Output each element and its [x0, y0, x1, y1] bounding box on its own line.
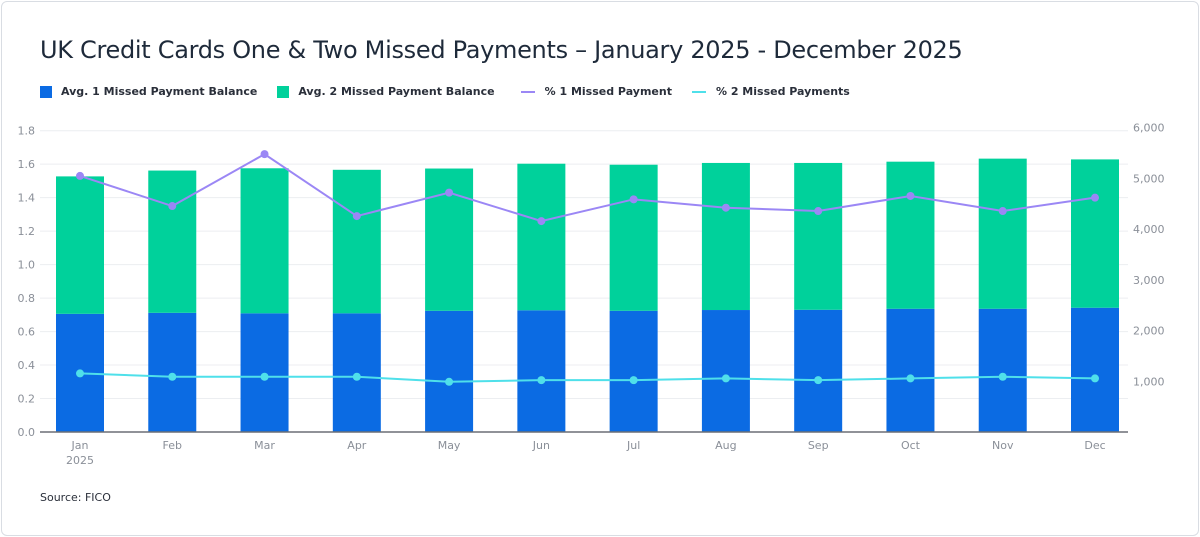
left-axis-tick: 0.4: [18, 359, 36, 372]
point-pct2-may: [445, 377, 454, 386]
line-pct2: [79, 372, 1096, 383]
x-axis-tick: Oct: [901, 439, 921, 452]
point-pct1-oct: [906, 191, 915, 200]
bar-avg1-mar: [240, 313, 289, 432]
legend-line: [520, 90, 535, 93]
point-pct1-jul: [629, 195, 638, 204]
bar-avg1-nov: [978, 308, 1027, 432]
bar-avg2-jun: [517, 163, 566, 311]
left-axis-tick: 1.6: [18, 158, 36, 171]
point-pct1-mar: [260, 150, 269, 159]
point-pct1-jun: [537, 217, 546, 226]
left-axis-tick: 1.8: [18, 125, 36, 138]
right-axis-tick: 6,000: [1133, 122, 1165, 135]
point-pct2-sep: [814, 376, 823, 385]
point-pct1-dec: [1091, 193, 1099, 202]
right-axis-tick: 1,000: [1133, 375, 1165, 388]
point-pct1-aug: [721, 203, 730, 212]
bar-avg1-jun: [517, 310, 566, 432]
point-pct1-nov: [998, 207, 1007, 216]
point-pct2-jun: [537, 376, 546, 385]
legend-swatch: [40, 85, 52, 98]
bar-avg2-mar: [240, 168, 289, 314]
bar-avg2-aug: [701, 162, 750, 311]
legend-item-avg1[interactable]: Avg. 1 Missed Payment Balance: [40, 85, 257, 98]
bar-avg1-apr: [332, 313, 381, 432]
x-axis-tick: Sep: [808, 439, 829, 452]
legend: Avg. 1 Missed Payment Balance Avg. 2 Mis…: [40, 85, 870, 98]
legend-line: [691, 90, 706, 93]
x-axis-tick: Jun: [532, 439, 550, 452]
point-pct1-feb: [168, 202, 177, 211]
x-axis-tick: Jul: [626, 439, 640, 452]
bar-avg2-jan: [56, 176, 104, 314]
x-axis-sublabel: 2025: [66, 454, 94, 467]
point-pct2-jul: [629, 376, 638, 385]
chart-title: UK Credit Cards One & Two Missed Payment…: [40, 36, 963, 64]
x-axis-tick: Dec: [1084, 439, 1105, 452]
bar-avg1-feb: [148, 312, 197, 432]
legend-item-pct1[interactable]: % 1 Missed Payment: [520, 85, 672, 98]
x-axis-tick: Jan: [71, 439, 89, 452]
legend-label: Avg. 2 Missed Payment Balance: [298, 85, 495, 98]
point-pct2-apr: [352, 372, 361, 381]
point-pct2-aug: [721, 374, 730, 383]
x-axis-tick: Feb: [163, 439, 182, 452]
bar-avg2-dec: [1071, 159, 1119, 308]
bar-avg2-nov: [978, 158, 1027, 309]
right-axis-tick: 5,000: [1133, 172, 1165, 185]
legend-label: Avg. 1 Missed Payment Balance: [61, 85, 258, 98]
point-pct2-mar: [260, 372, 269, 381]
bar-avg1-dec: [1071, 307, 1119, 432]
x-axis-tick: May: [438, 439, 461, 452]
line-pct1: [79, 152, 1096, 223]
right-axis-tick: 3,000: [1133, 274, 1165, 287]
left-axis-tick: 1.2: [18, 225, 36, 238]
point-pct1-may: [445, 188, 454, 197]
bar-avg1-sep: [794, 309, 843, 432]
bar-avg1-may: [425, 310, 474, 432]
bar-avg2-apr: [332, 169, 381, 314]
left-axis-tick: 1.0: [18, 259, 36, 272]
legend-swatch: [277, 85, 290, 98]
point-pct2-nov: [998, 372, 1007, 381]
point-pct1-sep: [814, 207, 823, 216]
bar-avg2-sep: [794, 162, 843, 310]
point-pct1-jan: [76, 171, 84, 180]
point-pct2-feb: [168, 372, 177, 381]
bar-avg1-oct: [886, 308, 935, 432]
x-axis-tick: Aug: [715, 439, 736, 452]
bar-avg2-jul: [609, 164, 658, 311]
point-pct2-oct: [906, 374, 915, 383]
x-axis-tick: Mar: [254, 439, 275, 452]
right-axis-tick: 2,000: [1133, 325, 1165, 338]
left-axis-tick: 1.4: [18, 192, 36, 205]
right-axis-tick: 4,000: [1133, 223, 1165, 236]
bar-avg2-oct: [886, 161, 935, 309]
legend-label: % 1 Missed Payment: [544, 85, 672, 98]
point-pct2-dec: [1091, 374, 1099, 383]
x-axis-tick: Apr: [347, 439, 367, 452]
point-pct2-jan: [76, 369, 84, 378]
source-note: Source: FICO: [40, 491, 111, 504]
legend-item-pct2[interactable]: % 2 Missed Payments: [691, 85, 850, 98]
x-axis-tick: Nov: [992, 439, 1014, 452]
bar-avg2-feb: [148, 170, 197, 313]
left-axis-tick: 0.8: [18, 292, 36, 305]
legend-item-avg2[interactable]: Avg. 2 Missed Payment Balance: [277, 85, 495, 98]
left-axis-tick: 0.6: [18, 326, 36, 339]
left-axis-tick: 0.2: [18, 393, 36, 406]
legend-label: % 2 Missed Payments: [715, 85, 850, 98]
bar-avg1-jul: [609, 310, 658, 432]
point-pct1-apr: [352, 212, 361, 221]
left-axis-tick: 0.0: [18, 426, 36, 439]
bar-avg1-aug: [701, 310, 750, 432]
